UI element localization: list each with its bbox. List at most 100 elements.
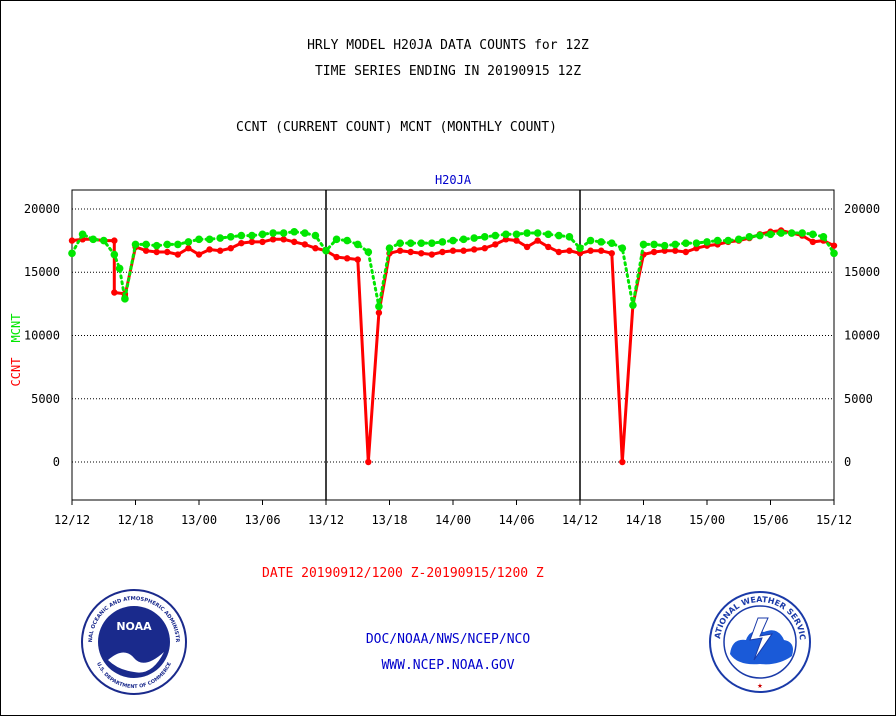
data-point-mcnt [459, 235, 468, 244]
data-point-ccnt [174, 251, 182, 258]
data-point-mcnt [237, 231, 246, 240]
data-point-mcnt [332, 235, 341, 244]
data-point-ccnt [248, 238, 256, 246]
data-point-ccnt [216, 247, 224, 254]
data-point-mcnt [449, 236, 457, 245]
data-point-ccnt [291, 238, 298, 246]
data-point-mcnt [607, 239, 616, 247]
data-point-ccnt [206, 246, 213, 253]
data-point-mcnt [184, 238, 193, 246]
data-point-mcnt [195, 235, 203, 244]
data-point-mcnt [417, 239, 426, 247]
data-point-ccnt [693, 245, 700, 252]
data-point-ccnt [481, 245, 488, 252]
data-point-mcnt [576, 244, 584, 253]
data-point-mcnt [502, 230, 510, 239]
data-point-mcnt [756, 231, 764, 240]
data-point-ccnt [312, 245, 319, 252]
data-point-mcnt [290, 227, 299, 236]
data-point-mcnt [745, 233, 754, 241]
data-point-mcnt [142, 240, 150, 249]
y-tick-label-right: 15000 [844, 265, 880, 279]
data-point-ccnt [534, 237, 541, 244]
chart-title-line1: HRLY MODEL H20JA DATA COUNTS for 12Z [307, 38, 589, 53]
chart-subtitle: CCNT (CURRENT COUNT) MCNT (MONTHLY COUNT… [236, 120, 557, 135]
y-tick-label-right: 5000 [844, 392, 873, 406]
data-point-mcnt [555, 231, 563, 240]
x-tick-label: 13/12 [308, 513, 344, 527]
x-tick-label: 13/00 [181, 513, 217, 527]
data-point-ccnt [333, 253, 340, 261]
data-point-mcnt [343, 236, 351, 245]
data-point-ccnt [555, 248, 563, 256]
data-point-mcnt [565, 233, 574, 241]
data-point-ccnt [354, 256, 361, 263]
data-point-mcnt [375, 302, 383, 311]
data-point-ccnt [238, 239, 245, 247]
data-point-ccnt [492, 241, 499, 248]
data-point-mcnt [406, 239, 415, 247]
data-point-ccnt [470, 246, 478, 253]
data-point-mcnt [512, 230, 521, 239]
data-point-mcnt [692, 239, 701, 247]
data-point-mcnt [205, 235, 214, 244]
data-point-mcnt [226, 233, 235, 241]
plot-label: H20JA [435, 173, 472, 187]
data-point-mcnt [163, 240, 172, 249]
data-point-ccnt [142, 247, 150, 254]
y-axis-label-mcnt: MCNT [9, 314, 23, 343]
data-point-mcnt [353, 240, 362, 249]
data-point-ccnt [460, 247, 467, 254]
data-point-mcnt [650, 240, 658, 249]
data-point-ccnt [576, 250, 584, 257]
data-point-ccnt [407, 248, 414, 256]
x-tick-label: 14/12 [562, 513, 598, 527]
data-point-mcnt [269, 229, 277, 237]
series-line-ccnt [70, 228, 836, 463]
data-point-mcnt [322, 246, 330, 255]
data-point-mcnt [311, 231, 320, 240]
data-point-mcnt [110, 250, 119, 259]
data-point-mcnt [586, 236, 595, 245]
data-point-ccnt [439, 248, 446, 256]
data-point-ccnt [227, 245, 234, 252]
data-point-ccnt [608, 250, 615, 257]
x-tick-label: 15/06 [752, 513, 788, 527]
data-point-ccnt [269, 236, 277, 243]
noaa-logo: NOAA NATIONAL OCEANIC AND ATMOSPHERIC AD… [80, 588, 187, 695]
org-line: DOC/NOAA/NWS/NCEP/NCO [365, 632, 531, 647]
data-point-mcnt [523, 229, 531, 237]
data-point-ccnt [830, 242, 838, 249]
data-point-mcnt [301, 229, 309, 237]
data-point-ccnt [672, 247, 679, 254]
x-tick-label: 13/06 [244, 513, 280, 527]
data-point-mcnt [248, 231, 256, 240]
y-tick-label-right: 10000 [844, 329, 880, 343]
data-point-mcnt [385, 244, 394, 253]
data-point-ccnt [597, 247, 605, 254]
data-point-mcnt [396, 239, 404, 247]
data-point-ccnt [566, 247, 573, 254]
data-point-mcnt [89, 235, 97, 244]
data-point-mcnt [152, 241, 161, 250]
x-tick-label: 14/18 [625, 513, 661, 527]
data-point-mcnt [491, 231, 500, 240]
data-point-ccnt [365, 458, 372, 466]
noaa-badge-text: NOAA [116, 620, 152, 633]
data-point-mcnt [131, 240, 140, 249]
x-tick-label: 12/12 [54, 513, 90, 527]
data-point-ccnt [301, 241, 309, 248]
data-point-mcnt [618, 244, 627, 253]
date-range-label: DATE 20190912/1200 Z-20190915/1200 Z [262, 566, 544, 581]
x-tick-label: 14/00 [435, 513, 471, 527]
data-point-ccnt [809, 238, 817, 246]
data-point-ccnt [164, 248, 171, 256]
y-tick-label-left: 5000 [31, 392, 60, 406]
x-tick-label: 13/18 [371, 513, 407, 527]
y-axis-label-ccnt: CCNT [9, 358, 23, 387]
data-point-mcnt [78, 230, 87, 239]
data-point-ccnt [111, 237, 118, 244]
y-tick-label-left: 20000 [24, 202, 60, 216]
data-point-mcnt [682, 239, 690, 247]
data-point-mcnt [713, 236, 722, 245]
